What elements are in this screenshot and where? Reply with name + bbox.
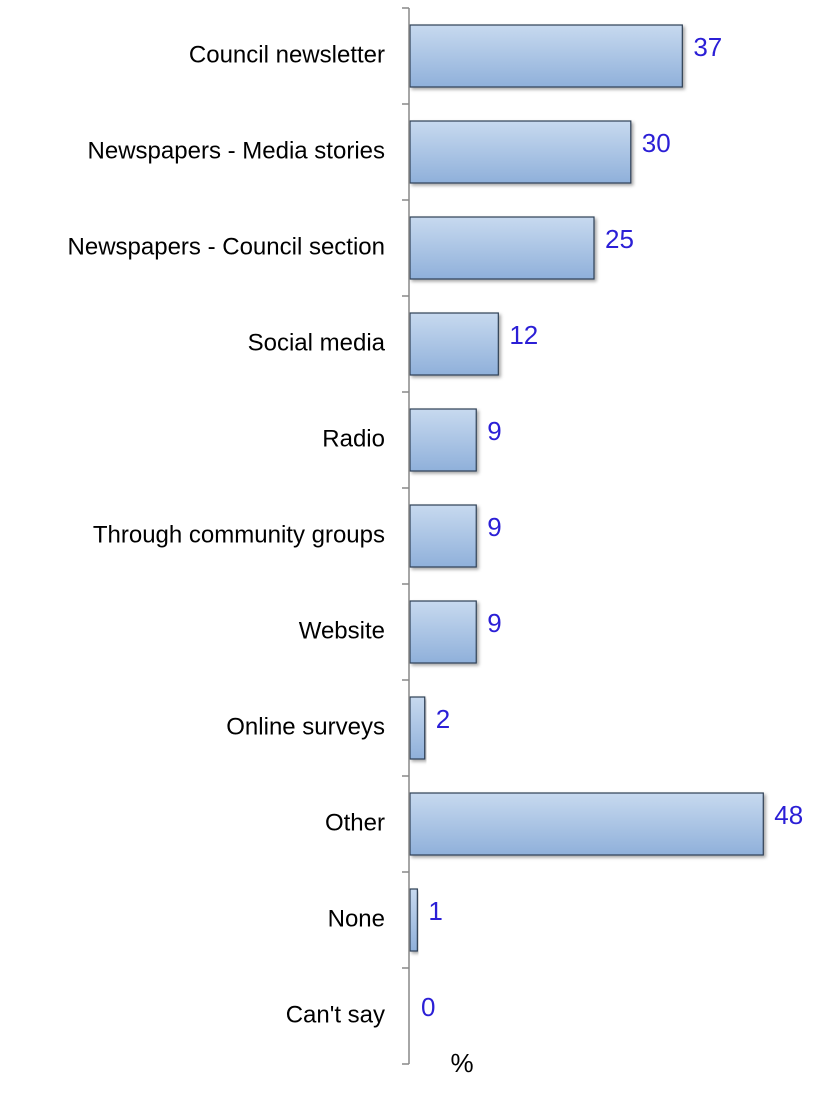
bar xyxy=(410,889,417,951)
data-label: 9 xyxy=(487,512,501,542)
bar xyxy=(410,25,682,87)
category-label: Can't say xyxy=(286,1001,385,1028)
category-label: Through community groups xyxy=(93,521,385,548)
category-label: Website xyxy=(299,617,385,644)
category-label: None xyxy=(328,905,385,932)
bar xyxy=(410,121,631,183)
data-label: 37 xyxy=(693,32,722,62)
bar xyxy=(410,505,476,567)
y-axis xyxy=(402,8,409,1064)
data-label: 12 xyxy=(509,320,538,350)
data-label: 2 xyxy=(436,704,450,734)
bar xyxy=(410,793,763,855)
category-label: Council newsletter xyxy=(189,41,385,68)
data-label: 9 xyxy=(487,416,501,446)
data-label: 30 xyxy=(642,128,671,158)
x-axis-title: % xyxy=(450,1048,473,1078)
data-label: 9 xyxy=(487,608,501,638)
data-label: 1 xyxy=(428,896,442,926)
bar xyxy=(410,217,594,279)
category-label: Online surveys xyxy=(226,713,385,740)
bar xyxy=(410,409,476,471)
category-label: Radio xyxy=(322,425,385,452)
bar xyxy=(410,313,498,375)
category-label: Newspapers - Media stories xyxy=(88,137,385,164)
bar xyxy=(410,697,425,759)
data-label: 25 xyxy=(605,224,634,254)
data-label: 0 xyxy=(421,992,435,1022)
category-label: Newspapers - Council section xyxy=(68,233,385,260)
bars-layer xyxy=(410,25,763,951)
category-label: Social media xyxy=(248,329,386,356)
data-label: 48 xyxy=(774,800,803,830)
bar xyxy=(410,601,476,663)
category-label: Other xyxy=(325,809,385,836)
